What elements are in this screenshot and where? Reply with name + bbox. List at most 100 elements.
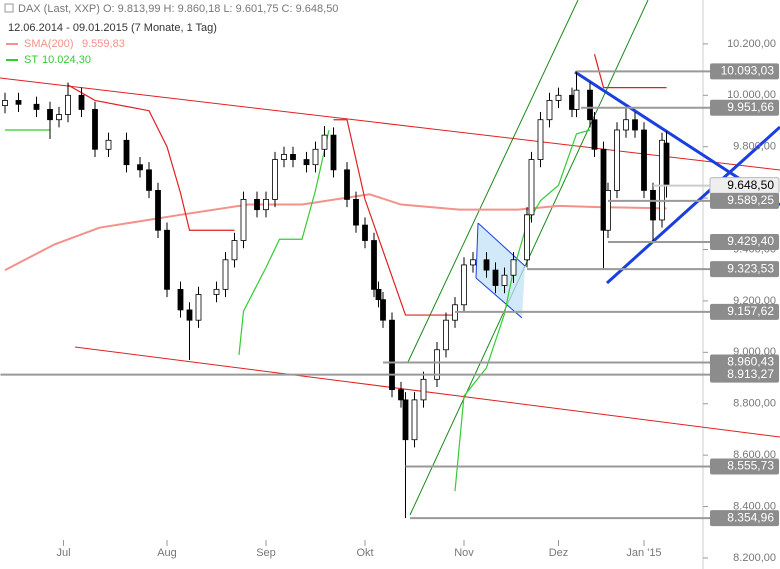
candle (605, 182, 611, 238)
chart-title: DAX (Last, XXP) O: 9.813,99 H: 9.860,18 … (18, 3, 338, 15)
level-box (710, 303, 779, 320)
level-label: 8.555,73 (727, 459, 774, 473)
candle (56, 106, 62, 128)
candle-body (591, 119, 598, 150)
candle (461, 257, 467, 313)
candle (501, 267, 508, 294)
candle (402, 392, 409, 519)
candle (353, 191, 359, 233)
candle (398, 381, 404, 408)
legend-value: 9.559,83 (82, 38, 125, 50)
candle-body (510, 259, 517, 276)
level-label: 8.354,96 (727, 510, 774, 524)
level-label: 9.323,53 (727, 261, 774, 275)
legend-label: SMA(200) (24, 38, 74, 50)
candle-body (155, 190, 161, 231)
overlay-line (67, 54, 667, 316)
candle-body (614, 129, 620, 191)
candle (65, 82, 71, 123)
candle-body (186, 309, 193, 321)
level-label: 9.589,25 (727, 193, 774, 207)
y-tick-label: 10.000,00 (727, 89, 776, 101)
candle-body (353, 198, 359, 226)
candle (312, 141, 319, 173)
candle-body (240, 198, 247, 241)
candle (164, 222, 170, 298)
candle-body (92, 109, 98, 150)
candle-body (434, 349, 440, 380)
candle (573, 71, 580, 118)
candle (92, 101, 98, 157)
candle (362, 217, 368, 249)
candle-body (47, 109, 53, 121)
candle (137, 156, 143, 178)
chart-subtitle: 12.06.2014 - 09.01.2015 (7 Monate, 1 Tag… (8, 22, 217, 34)
candle (587, 82, 593, 128)
level-label: 9.157,62 (727, 304, 774, 318)
candle-body (272, 159, 278, 200)
candle-body (290, 154, 296, 160)
candle-body (303, 159, 310, 166)
overlay-line (4, 193, 667, 271)
candle-body (312, 148, 319, 166)
candle-body (650, 190, 656, 221)
candle (623, 107, 629, 138)
candle-body (195, 294, 202, 321)
triangle-line (605, 125, 780, 285)
candle-body (555, 94, 562, 101)
y-tick-label: 8.400,00 (733, 500, 776, 512)
candle (254, 191, 260, 218)
trend-line (0, 77, 780, 171)
candle-body (371, 240, 377, 290)
level-box (710, 366, 779, 383)
candle (600, 141, 607, 270)
candle-body (222, 259, 229, 290)
candle (105, 132, 112, 157)
candle-body (501, 274, 508, 286)
flag-area (476, 223, 525, 318)
legend-label: ST (24, 54, 38, 66)
candle-body (375, 288, 382, 301)
candle-body (537, 119, 544, 160)
candle-body (492, 269, 499, 286)
candle (330, 127, 337, 178)
y-tick-label: 10.200,00 (727, 38, 776, 50)
candle (371, 232, 377, 298)
candle-body (330, 134, 337, 171)
candle (186, 302, 193, 361)
candle-body (362, 224, 368, 241)
candle-body (528, 159, 535, 216)
candle (195, 286, 202, 328)
candle (272, 151, 278, 208)
level-box (710, 99, 779, 116)
candle-body (321, 134, 328, 150)
candle-body (641, 129, 647, 191)
candle (411, 392, 418, 448)
candle-body (177, 288, 184, 311)
candle (344, 162, 350, 208)
candle (434, 342, 440, 388)
candle (528, 151, 535, 223)
level-label: 9.429,40 (727, 234, 774, 248)
x-tick-label: Okt (356, 547, 373, 559)
candle-body (15, 100, 22, 105)
candle (492, 262, 499, 294)
candle (510, 252, 517, 283)
x-tick-label: Nov (454, 547, 474, 559)
candle-body (389, 319, 395, 390)
candle-body (587, 89, 593, 121)
candle (33, 96, 40, 118)
candle-body (78, 94, 85, 110)
candle (321, 126, 328, 157)
candle (641, 122, 647, 199)
y-tick-label: 8.800,00 (733, 398, 776, 410)
candle (546, 92, 553, 128)
level-label: 10.093,03 (721, 64, 775, 78)
candle (420, 371, 427, 408)
candle (650, 182, 656, 242)
level-box (710, 458, 779, 475)
candle-body (254, 198, 260, 211)
candle-body (263, 198, 269, 211)
candle (524, 207, 530, 268)
